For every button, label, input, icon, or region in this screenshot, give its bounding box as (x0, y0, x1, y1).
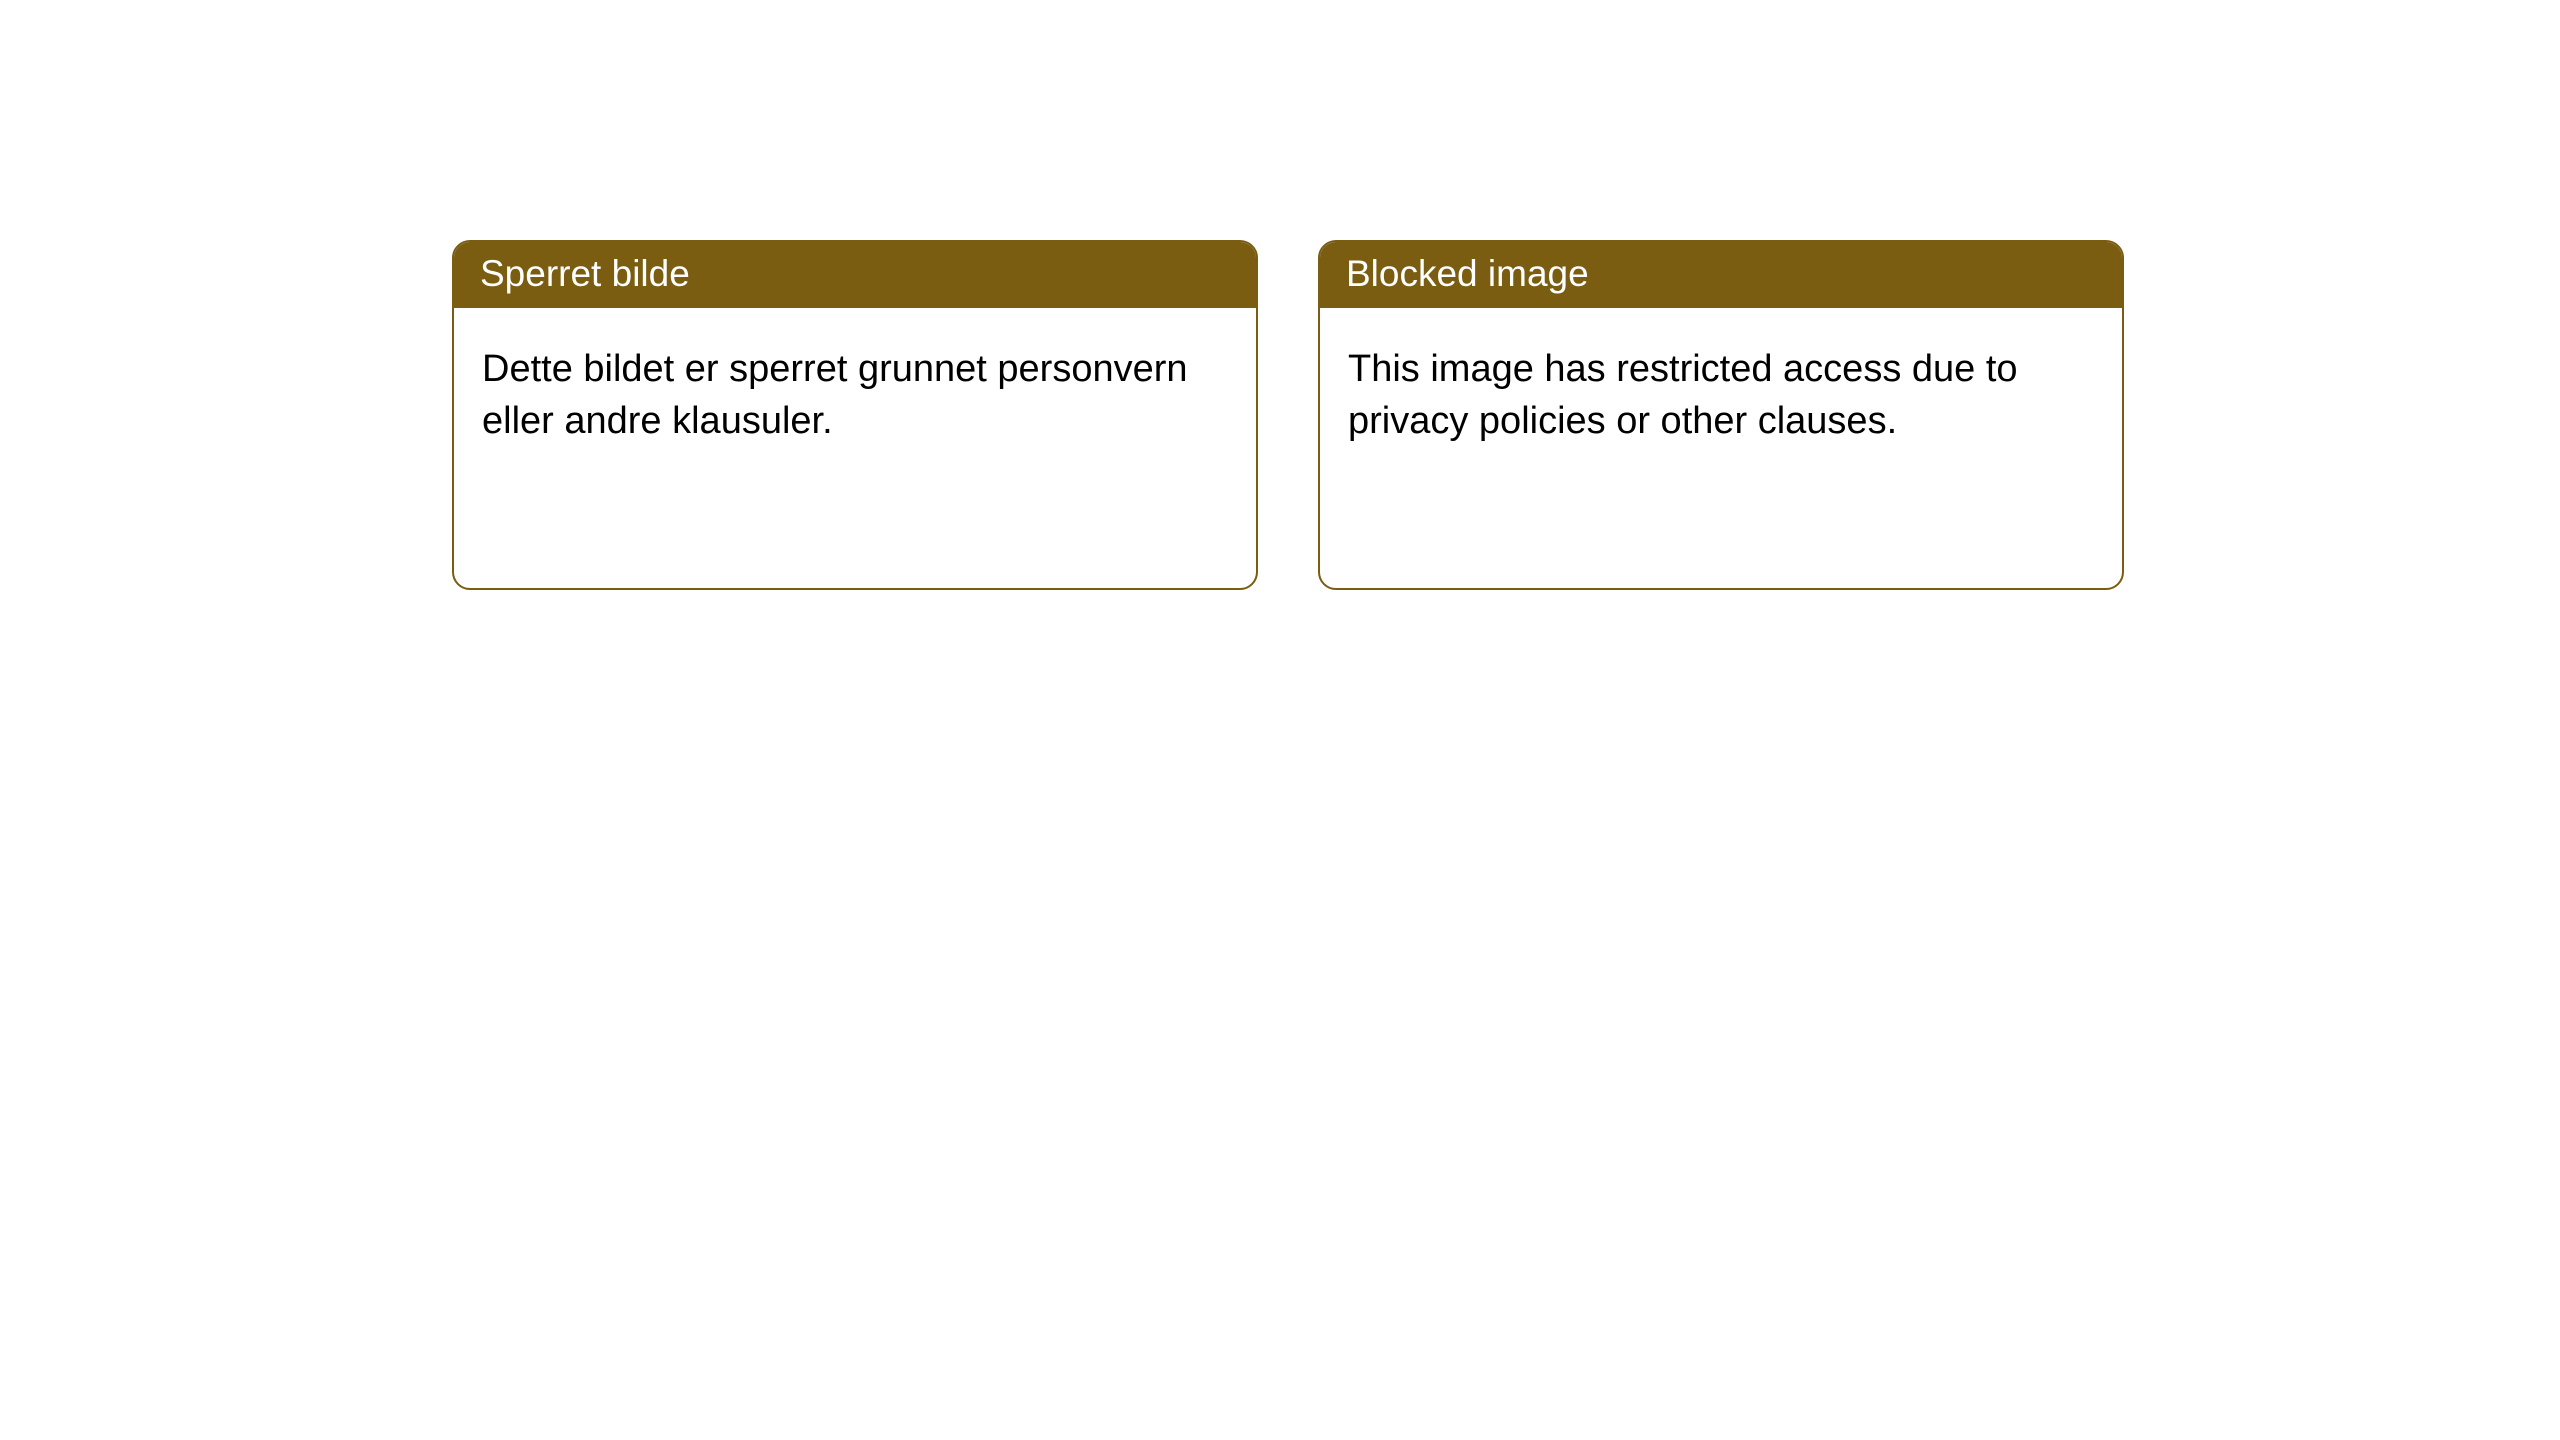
card-body-en: This image has restricted access due to … (1320, 308, 2122, 588)
card-header-no: Sperret bilde (454, 242, 1256, 308)
card-container: Sperret bilde Dette bildet er sperret gr… (0, 0, 2560, 590)
card-body-no: Dette bildet er sperret grunnet personve… (454, 308, 1256, 588)
blocked-image-card-no: Sperret bilde Dette bildet er sperret gr… (452, 240, 1258, 590)
blocked-image-card-en: Blocked image This image has restricted … (1318, 240, 2124, 590)
card-header-en: Blocked image (1320, 242, 2122, 308)
